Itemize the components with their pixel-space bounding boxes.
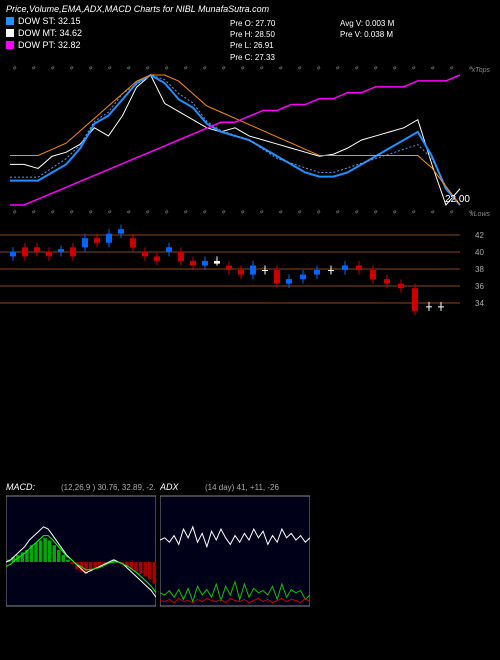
svg-text:⋄: ⋄ (392, 65, 397, 72)
legend-swatch (6, 17, 14, 25)
svg-text:⋄: ⋄ (164, 65, 169, 72)
volume-stats: Avg V: 0.003 MPre V: 0.038 M (340, 18, 394, 40)
svg-text:xTops: xTops (471, 67, 491, 74)
legend-label: DOW ST: 32.15 (18, 16, 81, 26)
gap-area (0, 320, 500, 480)
svg-text:⋄: ⋄ (240, 209, 245, 216)
svg-text:(12,26,9 ) 30.76, 32.89, -2.13: (12,26,9 ) 30.76, 32.89, -2.13 (61, 483, 156, 492)
svg-text:⋄: ⋄ (69, 65, 74, 72)
svg-text:MACD:: MACD: (6, 482, 35, 492)
svg-text:⋄: ⋄ (221, 209, 226, 216)
svg-text:⋄: ⋄ (107, 209, 112, 216)
svg-text:⋄: ⋄ (12, 65, 17, 72)
svg-text:⋄: ⋄ (12, 209, 17, 216)
chart-header: Price,Volume,EMA,ADX,MACD Charts for NIB… (0, 0, 500, 60)
svg-text:⋄: ⋄ (449, 209, 454, 216)
svg-text:42: 42 (475, 231, 484, 240)
ohlc-stats: Pre O: 27.70Pre H: 28.50Pre L: 26.91Pre … (230, 18, 275, 63)
legend-swatch (6, 41, 14, 49)
svg-text:⋄: ⋄ (411, 209, 416, 216)
svg-text:38: 38 (475, 265, 484, 274)
svg-text:(14 day) 41, +11, -26: (14 day) 41, +11, -26 (205, 483, 279, 492)
svg-text:⋄: ⋄ (316, 209, 321, 216)
svg-text:⋄: ⋄ (335, 209, 340, 216)
legend-label: DOW MT: 34.62 (18, 28, 82, 38)
top-line-chart: ⋄⋄⋄⋄⋄⋄⋄⋄⋄⋄⋄⋄⋄⋄⋄⋄⋄⋄⋄⋄⋄⋄⋄⋄⋄xTopsxLows22.00… (0, 60, 500, 220)
svg-text:⋄: ⋄ (392, 209, 397, 216)
legend-label: DOW PT: 32.82 (18, 40, 81, 50)
svg-text:⋄: ⋄ (297, 65, 302, 72)
svg-text:⋄: ⋄ (202, 209, 207, 216)
page-title: Price,Volume,EMA,ADX,MACD Charts for NIB… (6, 4, 494, 14)
svg-text:⋄: ⋄ (183, 65, 188, 72)
svg-text:⋄: ⋄ (88, 209, 93, 216)
candle-chart: 42 40 38 36 34 (0, 220, 500, 320)
svg-text:⋄: ⋄ (145, 209, 150, 216)
macd-panel: MACD: (12,26,9 ) 30.76, 32.89, -2.13 (6, 480, 156, 608)
svg-text:ADX: ADX (160, 482, 180, 492)
svg-text:⋄: ⋄ (31, 65, 36, 72)
svg-text:⋄: ⋄ (31, 209, 36, 216)
svg-text:34: 34 (475, 299, 484, 308)
svg-text:⋄: ⋄ (411, 65, 416, 72)
svg-text:⋄: ⋄ (468, 209, 473, 216)
svg-text:⋄: ⋄ (240, 65, 245, 72)
svg-text:22.00: 22.00 (445, 194, 470, 205)
svg-text:⋄: ⋄ (335, 65, 340, 72)
svg-text:⋄: ⋄ (164, 209, 169, 216)
svg-text:⋄: ⋄ (69, 209, 74, 216)
svg-text:40: 40 (475, 248, 484, 257)
svg-text:⋄: ⋄ (278, 65, 283, 72)
svg-text:⋄: ⋄ (107, 65, 112, 72)
svg-text:⋄: ⋄ (126, 65, 131, 72)
svg-text:⋄: ⋄ (145, 65, 150, 72)
svg-text:⋄: ⋄ (449, 65, 454, 72)
svg-text:⋄: ⋄ (430, 209, 435, 216)
svg-text:⋄: ⋄ (373, 209, 378, 216)
legend-swatch (6, 29, 14, 37)
subplots-row: MACD: (12,26,9 ) 30.76, 32.89, -2.13 ADX (… (0, 480, 500, 608)
svg-text:⋄: ⋄ (354, 209, 359, 216)
svg-text:⋄: ⋄ (316, 65, 321, 72)
svg-text:⋄: ⋄ (88, 65, 93, 72)
svg-text:⋄: ⋄ (221, 65, 226, 72)
svg-text:⋄: ⋄ (278, 209, 283, 216)
svg-text:⋄: ⋄ (259, 65, 264, 72)
svg-text:⋄: ⋄ (202, 65, 207, 72)
svg-text:⋄: ⋄ (430, 65, 435, 72)
svg-text:⋄: ⋄ (373, 65, 378, 72)
svg-text:⋄: ⋄ (354, 65, 359, 72)
svg-text:⋄: ⋄ (126, 209, 131, 216)
svg-text:⋄: ⋄ (259, 209, 264, 216)
svg-text:⋄: ⋄ (183, 209, 188, 216)
svg-text:⋄: ⋄ (50, 209, 55, 216)
svg-text:⋄: ⋄ (50, 65, 55, 72)
svg-text:36: 36 (475, 282, 484, 291)
adx-panel: ADX (14 day) 41, +11, -26 (160, 480, 310, 608)
svg-text:⋄: ⋄ (297, 209, 302, 216)
